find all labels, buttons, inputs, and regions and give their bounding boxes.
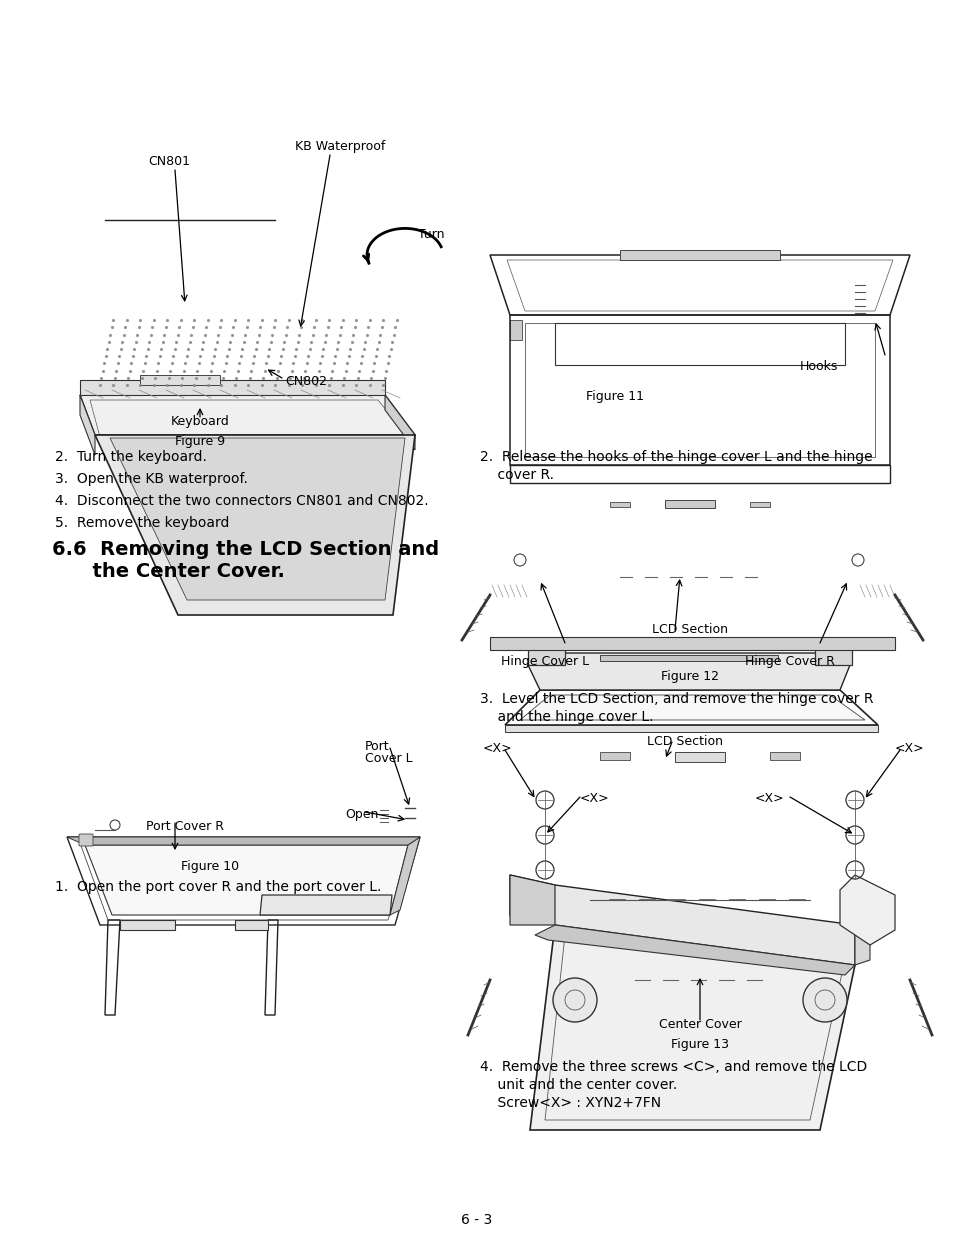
Polygon shape bbox=[385, 395, 415, 450]
Polygon shape bbox=[490, 637, 894, 650]
Bar bbox=[675, 752, 724, 762]
Text: Center Cover: Center Cover bbox=[658, 1018, 740, 1031]
Text: 4.  Disconnect the two connectors CN801 and CN802.: 4. Disconnect the two connectors CN801 a… bbox=[55, 494, 428, 508]
Text: Hooks: Hooks bbox=[800, 359, 838, 373]
Text: Port: Port bbox=[365, 740, 389, 753]
Polygon shape bbox=[504, 725, 877, 732]
Circle shape bbox=[553, 978, 597, 1023]
Polygon shape bbox=[67, 837, 419, 845]
Text: Figure 9: Figure 9 bbox=[174, 435, 225, 448]
Polygon shape bbox=[234, 920, 268, 930]
Text: 2.  Turn the keyboard.: 2. Turn the keyboard. bbox=[55, 450, 207, 464]
Polygon shape bbox=[120, 920, 174, 930]
Text: <X>: <X> bbox=[579, 792, 609, 805]
Text: Turn: Turn bbox=[417, 228, 444, 241]
Text: Port Cover R: Port Cover R bbox=[146, 820, 224, 832]
Bar bbox=[510, 320, 521, 340]
Polygon shape bbox=[527, 653, 849, 690]
Text: <X>: <X> bbox=[754, 792, 783, 805]
Text: 5.  Remove the keyboard: 5. Remove the keyboard bbox=[55, 516, 229, 530]
Text: 2.  Release the hooks of the hinge cover L and the hinge: 2. Release the hooks of the hinge cover … bbox=[479, 450, 872, 464]
Text: CN801: CN801 bbox=[148, 156, 190, 168]
Polygon shape bbox=[527, 645, 564, 664]
Bar bbox=[609, 501, 629, 508]
Text: LCD Section: LCD Section bbox=[646, 735, 722, 748]
Polygon shape bbox=[390, 837, 419, 915]
Text: Figure 13: Figure 13 bbox=[670, 1037, 728, 1051]
Bar bbox=[749, 501, 769, 508]
Text: LCD Section: LCD Section bbox=[651, 622, 727, 636]
Text: and the hinge cover L.: and the hinge cover L. bbox=[479, 710, 653, 724]
Bar bbox=[599, 752, 629, 760]
Text: 6 - 3: 6 - 3 bbox=[461, 1213, 492, 1228]
Text: unit and the center cover.: unit and the center cover. bbox=[479, 1078, 677, 1092]
Text: Figure 11: Figure 11 bbox=[585, 390, 643, 403]
Text: the Center Cover.: the Center Cover. bbox=[52, 562, 285, 580]
Bar bbox=[664, 500, 714, 508]
Polygon shape bbox=[80, 395, 415, 435]
Text: 3.  Level the LCD Section, and remove the hinge cover R: 3. Level the LCD Section, and remove the… bbox=[479, 692, 873, 706]
Bar bbox=[769, 752, 800, 760]
Text: Keyboard: Keyboard bbox=[171, 415, 229, 429]
Polygon shape bbox=[814, 645, 851, 664]
Text: 3.  Open the KB waterproof.: 3. Open the KB waterproof. bbox=[55, 472, 248, 487]
Text: Hinge Cover L: Hinge Cover L bbox=[500, 655, 588, 668]
Polygon shape bbox=[854, 905, 869, 965]
Polygon shape bbox=[80, 380, 385, 395]
Text: <X>: <X> bbox=[894, 742, 923, 755]
Text: 6.6  Removing the LCD Section and: 6.6 Removing the LCD Section and bbox=[52, 540, 438, 559]
Polygon shape bbox=[510, 876, 555, 925]
Circle shape bbox=[802, 978, 846, 1023]
Polygon shape bbox=[619, 249, 780, 261]
Polygon shape bbox=[85, 845, 408, 915]
Text: Hinge Cover R: Hinge Cover R bbox=[744, 655, 834, 668]
Text: KB Waterproof: KB Waterproof bbox=[294, 140, 385, 153]
FancyBboxPatch shape bbox=[79, 834, 92, 846]
Text: Figure 12: Figure 12 bbox=[660, 671, 719, 683]
Text: Figure 10: Figure 10 bbox=[181, 860, 239, 873]
Text: Open: Open bbox=[345, 808, 378, 821]
Text: Screw<X> : XYN2+7FN: Screw<X> : XYN2+7FN bbox=[479, 1095, 660, 1110]
Polygon shape bbox=[110, 438, 405, 600]
Polygon shape bbox=[260, 895, 392, 915]
Polygon shape bbox=[519, 695, 864, 720]
Text: 1.  Open the port cover R and the port cover L.: 1. Open the port cover R and the port co… bbox=[55, 881, 381, 894]
Polygon shape bbox=[840, 876, 894, 945]
Text: 4.  Remove the three screws <C>, and remove the LCD: 4. Remove the three screws <C>, and remo… bbox=[479, 1060, 866, 1074]
Text: CN802: CN802 bbox=[285, 375, 327, 388]
Polygon shape bbox=[80, 395, 95, 454]
Polygon shape bbox=[95, 435, 415, 615]
Text: cover R.: cover R. bbox=[479, 468, 554, 482]
Polygon shape bbox=[510, 876, 854, 965]
Polygon shape bbox=[140, 375, 220, 385]
Text: Cover L: Cover L bbox=[365, 752, 413, 764]
Polygon shape bbox=[535, 925, 854, 974]
Text: <X>: <X> bbox=[482, 742, 512, 755]
Polygon shape bbox=[530, 925, 854, 1130]
Polygon shape bbox=[599, 655, 778, 661]
